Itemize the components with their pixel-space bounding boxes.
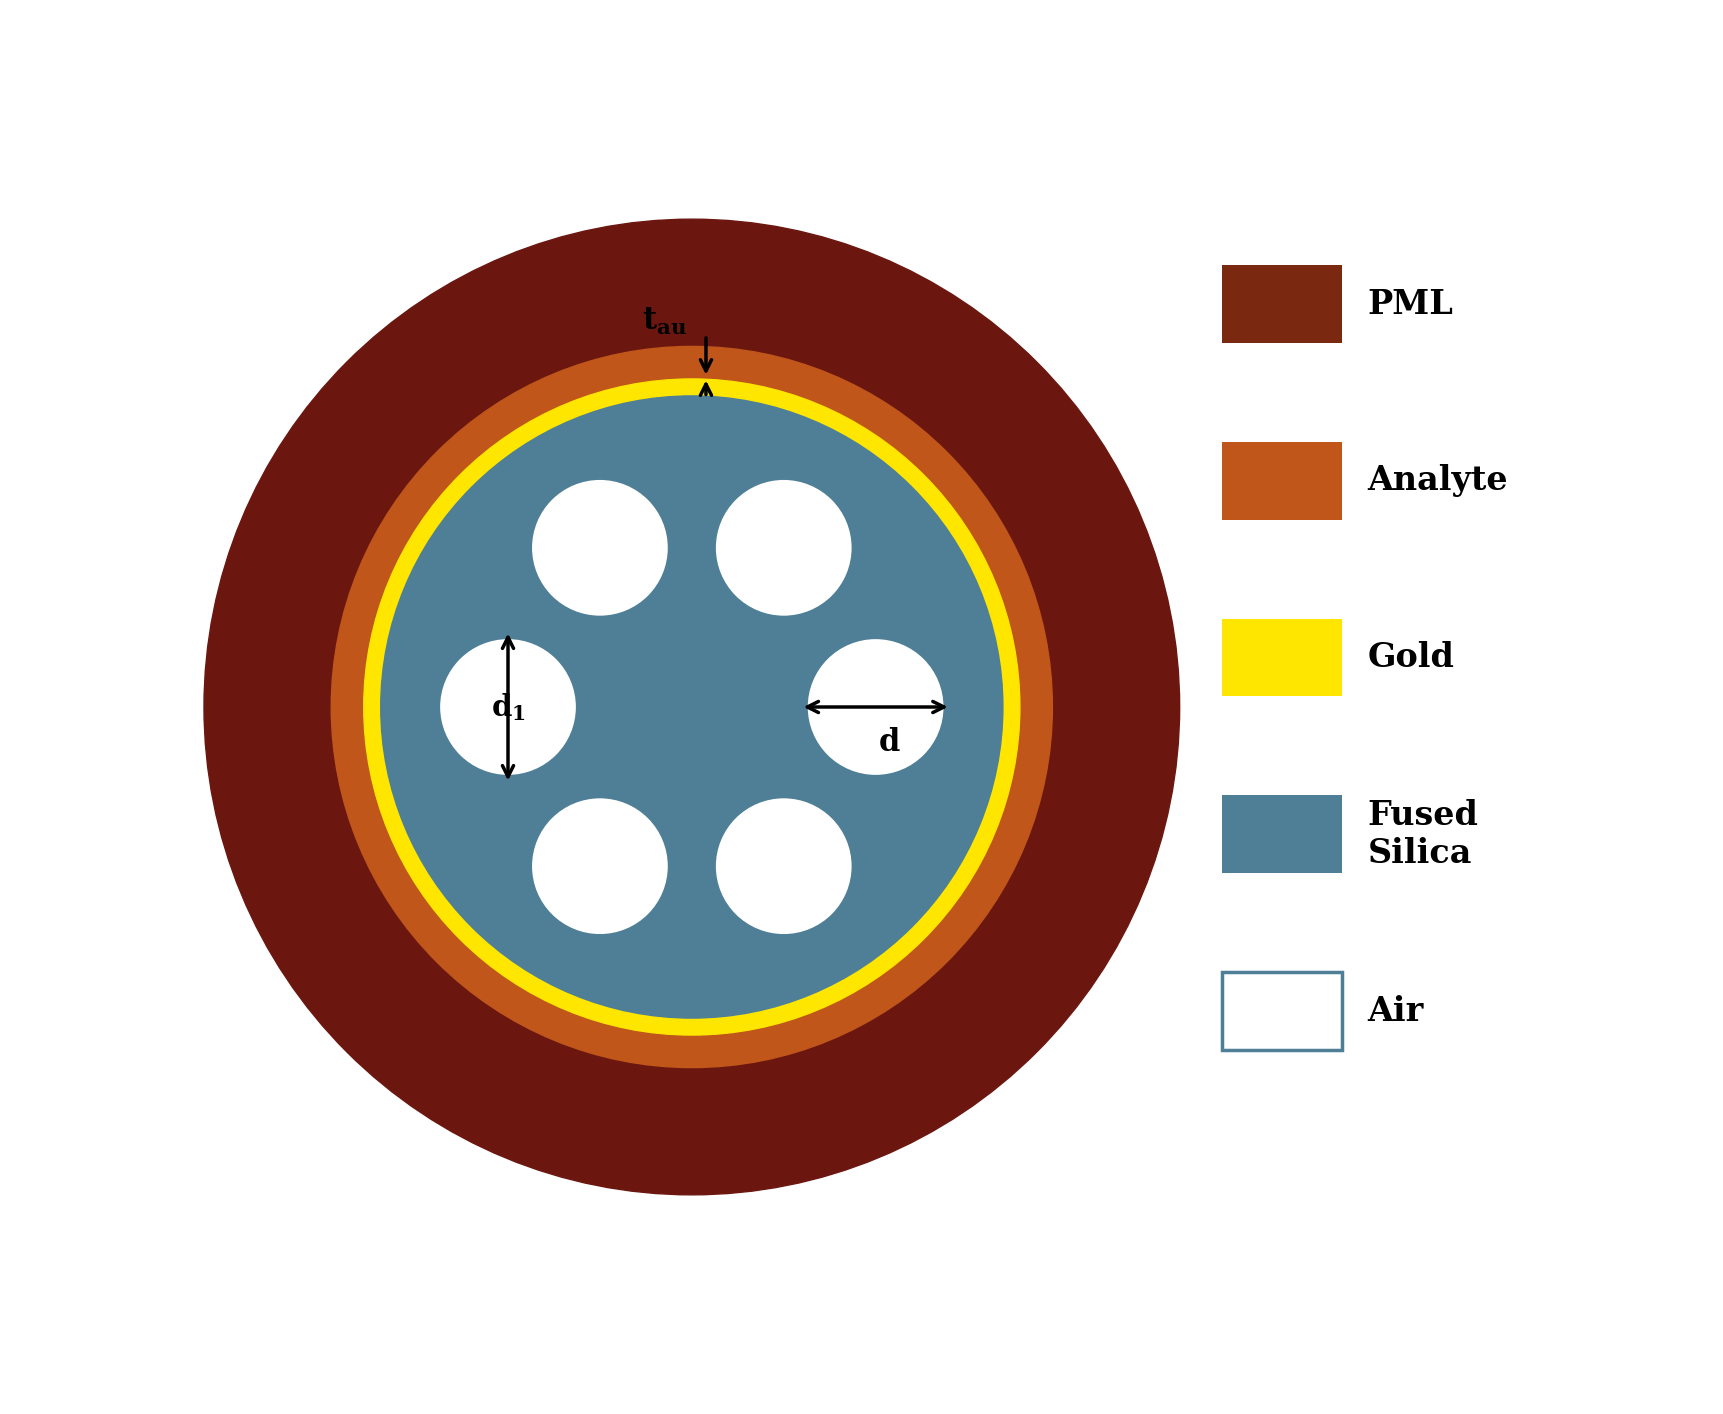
Circle shape bbox=[364, 379, 1020, 1035]
Circle shape bbox=[532, 479, 669, 615]
FancyBboxPatch shape bbox=[1222, 795, 1342, 872]
Circle shape bbox=[808, 639, 944, 775]
Circle shape bbox=[715, 799, 851, 935]
FancyBboxPatch shape bbox=[1222, 264, 1342, 342]
Circle shape bbox=[532, 799, 669, 935]
Circle shape bbox=[381, 396, 1003, 1018]
Text: Analyte: Analyte bbox=[1368, 464, 1508, 498]
FancyBboxPatch shape bbox=[1222, 973, 1342, 1049]
Circle shape bbox=[203, 219, 1180, 1195]
Circle shape bbox=[439, 639, 575, 775]
FancyBboxPatch shape bbox=[1222, 618, 1342, 696]
Text: $\mathregular{t_{au}}$: $\mathregular{t_{au}}$ bbox=[643, 305, 687, 337]
Circle shape bbox=[715, 479, 851, 615]
Text: PML: PML bbox=[1368, 287, 1454, 321]
Text: $\mathregular{d}$: $\mathregular{d}$ bbox=[879, 727, 901, 758]
FancyBboxPatch shape bbox=[1222, 441, 1342, 519]
Circle shape bbox=[331, 346, 1053, 1068]
Text: Fused
Silica: Fused Silica bbox=[1368, 799, 1478, 870]
Text: Gold: Gold bbox=[1368, 641, 1454, 674]
Text: $\mathregular{d_1}$: $\mathregular{d_1}$ bbox=[491, 691, 526, 723]
Text: Air: Air bbox=[1368, 994, 1423, 1028]
